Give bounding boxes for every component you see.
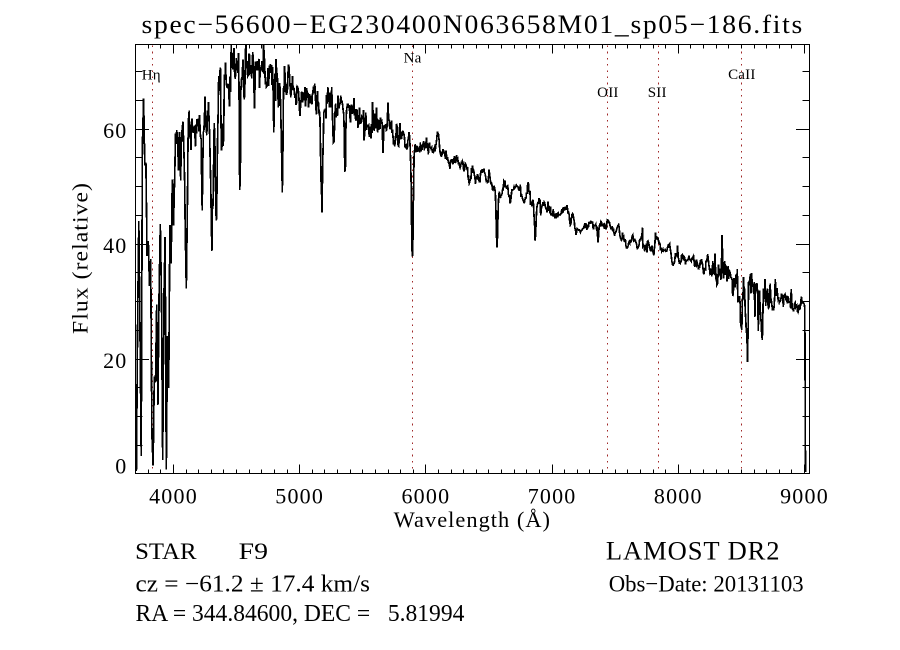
svg-text:Obs−Date: 20131103: Obs−Date: 20131103: [609, 571, 804, 597]
svg-text:cz = −61.2 ± 17.4 km/s: cz = −61.2 ± 17.4 km/s: [136, 572, 371, 598]
svg-text:40: 40: [103, 233, 127, 258]
svg-text:F9: F9: [239, 539, 268, 565]
svg-text:spec−56600−EG230400N063658M01_: spec−56600−EG230400N063658M01_sp05−186.f…: [142, 10, 805, 39]
svg-text:Na: Na: [404, 51, 422, 67]
svg-text:Flux (relative): Flux (relative): [68, 182, 93, 334]
svg-text:CaII: CaII: [728, 67, 755, 83]
svg-text:4000: 4000: [149, 483, 198, 508]
svg-text:RA = 344.84600, DEC = 5.8199: RA = 344.84600, DEC = 5.81994: [136, 601, 465, 627]
svg-text:5000: 5000: [275, 483, 324, 508]
svg-text:SII: SII: [648, 85, 667, 101]
svg-text:7000: 7000: [528, 483, 577, 508]
svg-text:OII: OII: [597, 85, 618, 101]
svg-text:0: 0: [115, 454, 127, 479]
svg-text:STAR: STAR: [135, 539, 197, 565]
svg-text:20: 20: [103, 348, 127, 373]
svg-text:6000: 6000: [401, 483, 450, 508]
svg-text:9000: 9000: [780, 483, 829, 508]
svg-text:8000: 8000: [654, 483, 703, 508]
svg-text:Wavelength (Å): Wavelength (Å): [394, 507, 551, 532]
svg-text:LAMOST DR2: LAMOST DR2: [606, 536, 781, 565]
svg-text:Hη: Hη: [142, 68, 161, 84]
svg-text:60: 60: [103, 118, 127, 143]
